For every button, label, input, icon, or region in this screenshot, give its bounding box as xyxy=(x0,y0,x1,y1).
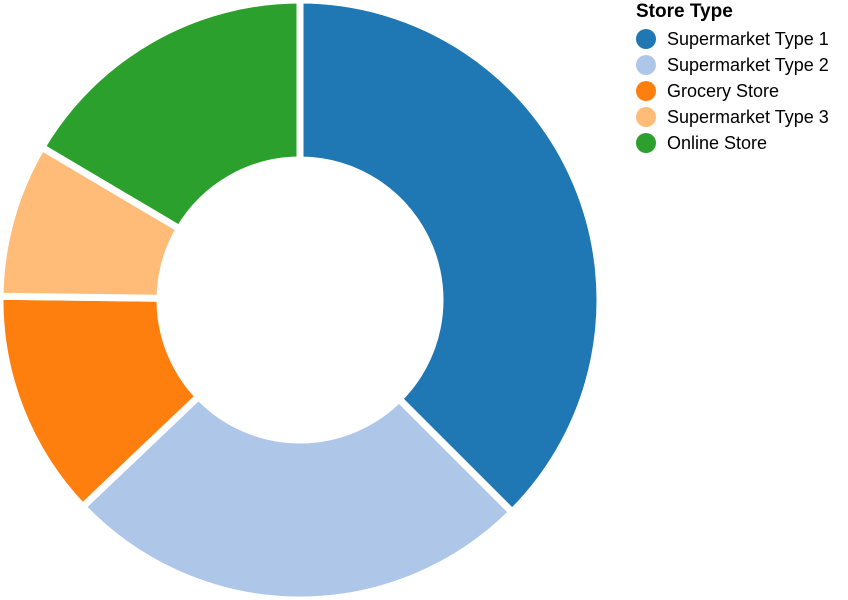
legend-label: Supermarket Type 3 xyxy=(667,106,829,127)
legend-item-supermarket-type-3: Supermarket Type 3 xyxy=(636,104,829,130)
legend-swatch xyxy=(636,107,656,127)
donut-slice-supermarket-type-2 xyxy=(79,392,516,600)
legend-item-online-store: Online Store xyxy=(636,130,829,156)
legend-label: Online Store xyxy=(667,132,768,153)
legend-swatch xyxy=(636,55,656,75)
legend-swatch xyxy=(636,81,656,101)
legend-label: Supermarket Type 1 xyxy=(667,28,829,49)
donut-slice-supermarket-type-1 xyxy=(296,0,600,516)
legend-swatch xyxy=(636,133,656,153)
legend-label: Grocery Store xyxy=(667,80,780,101)
legend-label: Supermarket Type 2 xyxy=(667,54,829,75)
legend-item-grocery-store: Grocery Store xyxy=(636,78,829,104)
legend: Store Type Supermarket Type 1 Supermarke… xyxy=(636,0,829,156)
legend-item-supermarket-type-2: Supermarket Type 2 xyxy=(636,52,829,78)
donut-slice-online-store xyxy=(38,0,304,233)
donut-chart xyxy=(0,0,600,600)
legend-title: Store Type xyxy=(636,1,733,22)
legend-swatch xyxy=(636,29,656,49)
legend-item-supermarket-type-1: Supermarket Type 1 xyxy=(636,26,829,52)
donut-slice-grocery-store xyxy=(0,292,203,511)
